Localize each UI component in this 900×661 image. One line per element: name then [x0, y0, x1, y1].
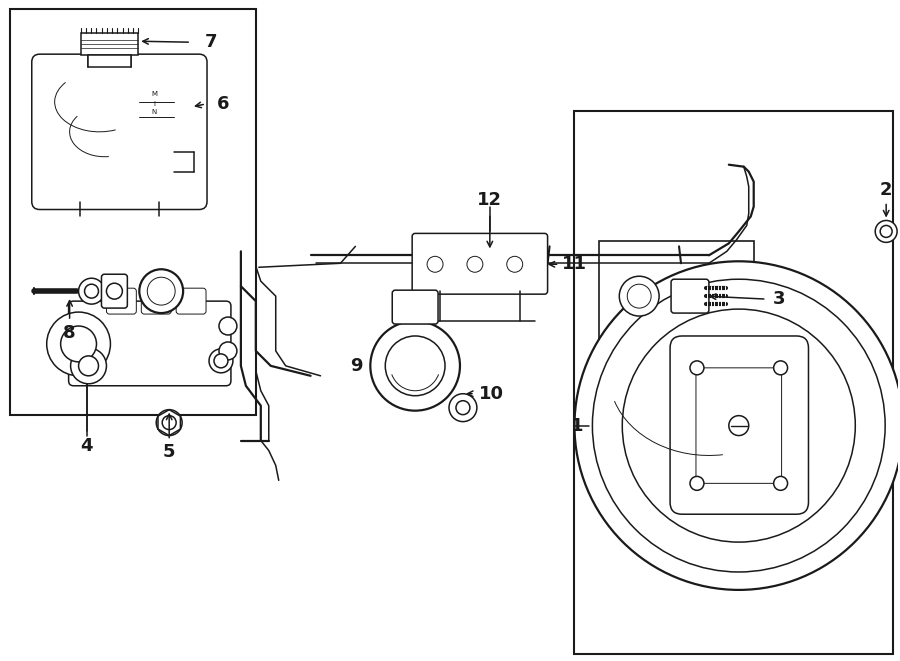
FancyBboxPatch shape — [696, 368, 781, 483]
Circle shape — [428, 256, 443, 272]
Circle shape — [47, 312, 111, 376]
Circle shape — [774, 477, 788, 490]
Bar — [81, 33, 139, 55]
Circle shape — [875, 221, 897, 243]
Circle shape — [60, 326, 96, 362]
Text: 7: 7 — [205, 33, 217, 51]
Circle shape — [690, 361, 704, 375]
Circle shape — [106, 283, 122, 299]
Text: N: N — [151, 109, 157, 115]
FancyBboxPatch shape — [176, 288, 206, 314]
Text: 9: 9 — [350, 357, 363, 375]
Circle shape — [370, 321, 460, 410]
FancyBboxPatch shape — [670, 336, 808, 514]
Text: 5: 5 — [163, 444, 176, 461]
Circle shape — [148, 277, 176, 305]
FancyBboxPatch shape — [102, 274, 128, 308]
Text: 8: 8 — [63, 324, 76, 342]
Text: M: M — [151, 91, 158, 97]
Circle shape — [467, 256, 483, 272]
Circle shape — [456, 401, 470, 414]
Circle shape — [209, 349, 233, 373]
Text: 10: 10 — [480, 385, 504, 403]
Circle shape — [449, 394, 477, 422]
FancyBboxPatch shape — [671, 279, 709, 313]
Circle shape — [880, 225, 892, 237]
Circle shape — [627, 284, 652, 308]
Bar — [10, 9, 256, 414]
Circle shape — [162, 416, 176, 430]
Circle shape — [219, 317, 237, 335]
Text: 2: 2 — [880, 180, 893, 198]
Circle shape — [78, 356, 98, 376]
Text: 4: 4 — [80, 436, 93, 455]
Circle shape — [157, 410, 182, 436]
FancyBboxPatch shape — [68, 301, 231, 386]
Circle shape — [85, 284, 98, 298]
Circle shape — [214, 354, 228, 368]
Circle shape — [592, 279, 886, 572]
Text: 1: 1 — [572, 416, 584, 434]
FancyBboxPatch shape — [141, 288, 171, 314]
FancyBboxPatch shape — [392, 290, 438, 324]
Circle shape — [78, 278, 104, 304]
Text: 11: 11 — [562, 255, 587, 273]
Circle shape — [219, 342, 237, 360]
Circle shape — [507, 256, 523, 272]
Circle shape — [385, 336, 445, 396]
Text: 3: 3 — [772, 290, 785, 308]
Circle shape — [574, 261, 900, 590]
Circle shape — [70, 348, 106, 384]
FancyBboxPatch shape — [412, 233, 547, 294]
Circle shape — [140, 269, 183, 313]
Circle shape — [619, 276, 659, 316]
Bar — [574, 111, 893, 654]
FancyBboxPatch shape — [106, 288, 136, 314]
Circle shape — [622, 309, 855, 542]
Bar — [599, 241, 753, 351]
Circle shape — [690, 477, 704, 490]
Bar — [87, 55, 131, 67]
Text: 6: 6 — [217, 95, 230, 113]
Circle shape — [729, 416, 749, 436]
Text: I: I — [153, 101, 155, 107]
Circle shape — [774, 361, 788, 375]
FancyBboxPatch shape — [32, 54, 207, 210]
Text: 12: 12 — [477, 190, 502, 209]
